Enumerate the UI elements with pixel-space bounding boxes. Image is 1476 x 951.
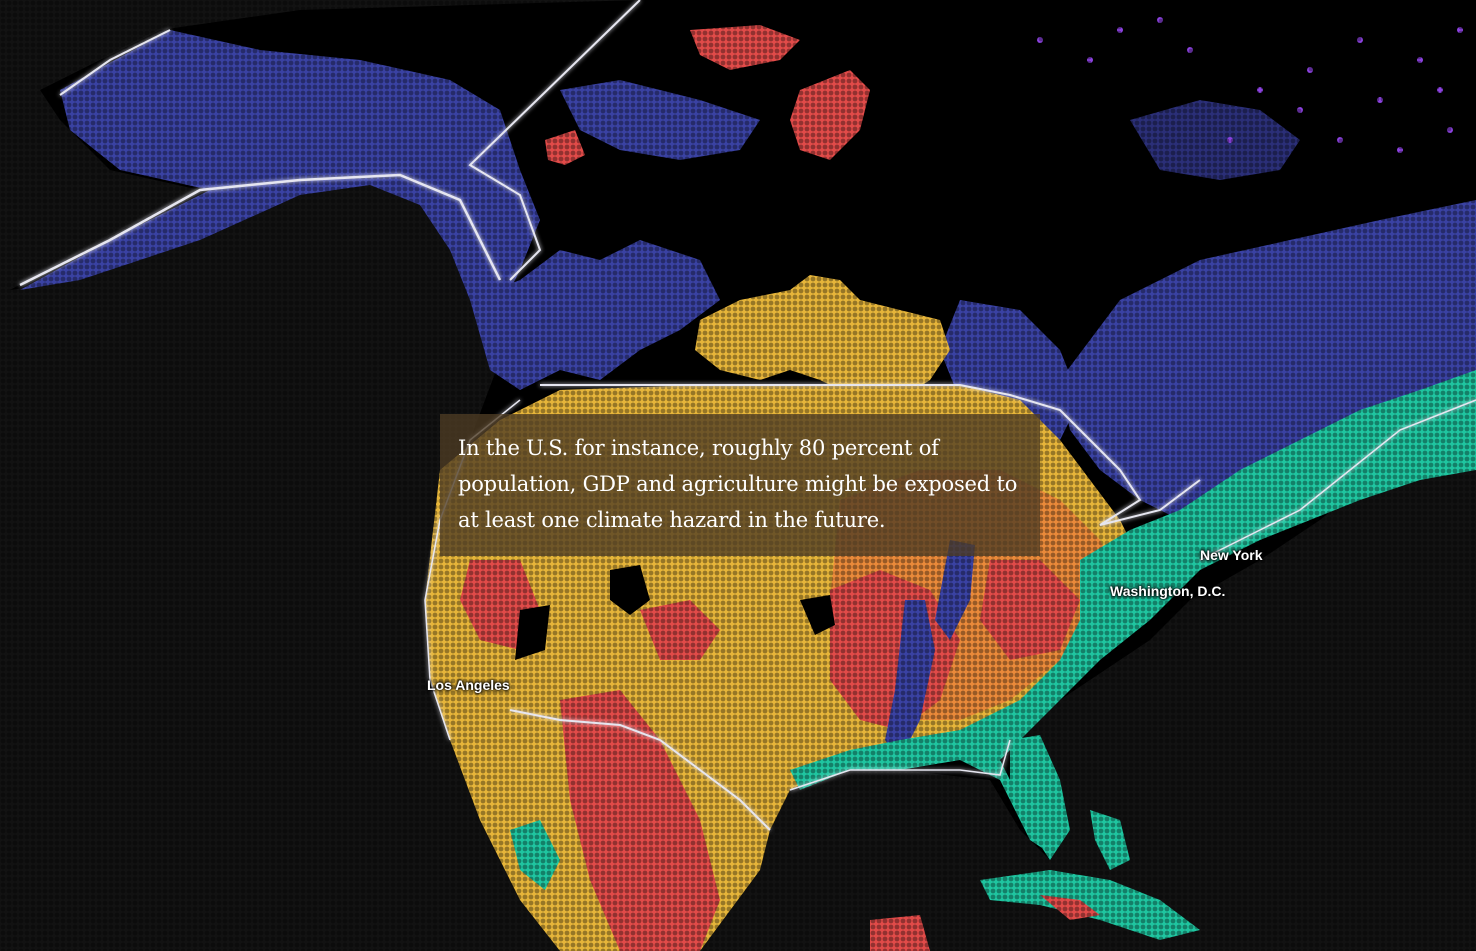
city-label-los-angeles: Los Angeles bbox=[427, 677, 510, 693]
city-label-new-york: New York bbox=[1200, 547, 1263, 563]
caption-box: In the U.S. for instance, roughly 80 per… bbox=[440, 414, 1040, 556]
city-label-washington-dc: Washington, D.C. bbox=[1110, 583, 1226, 599]
caption-text: In the U.S. for instance, roughly 80 per… bbox=[458, 436, 1018, 532]
